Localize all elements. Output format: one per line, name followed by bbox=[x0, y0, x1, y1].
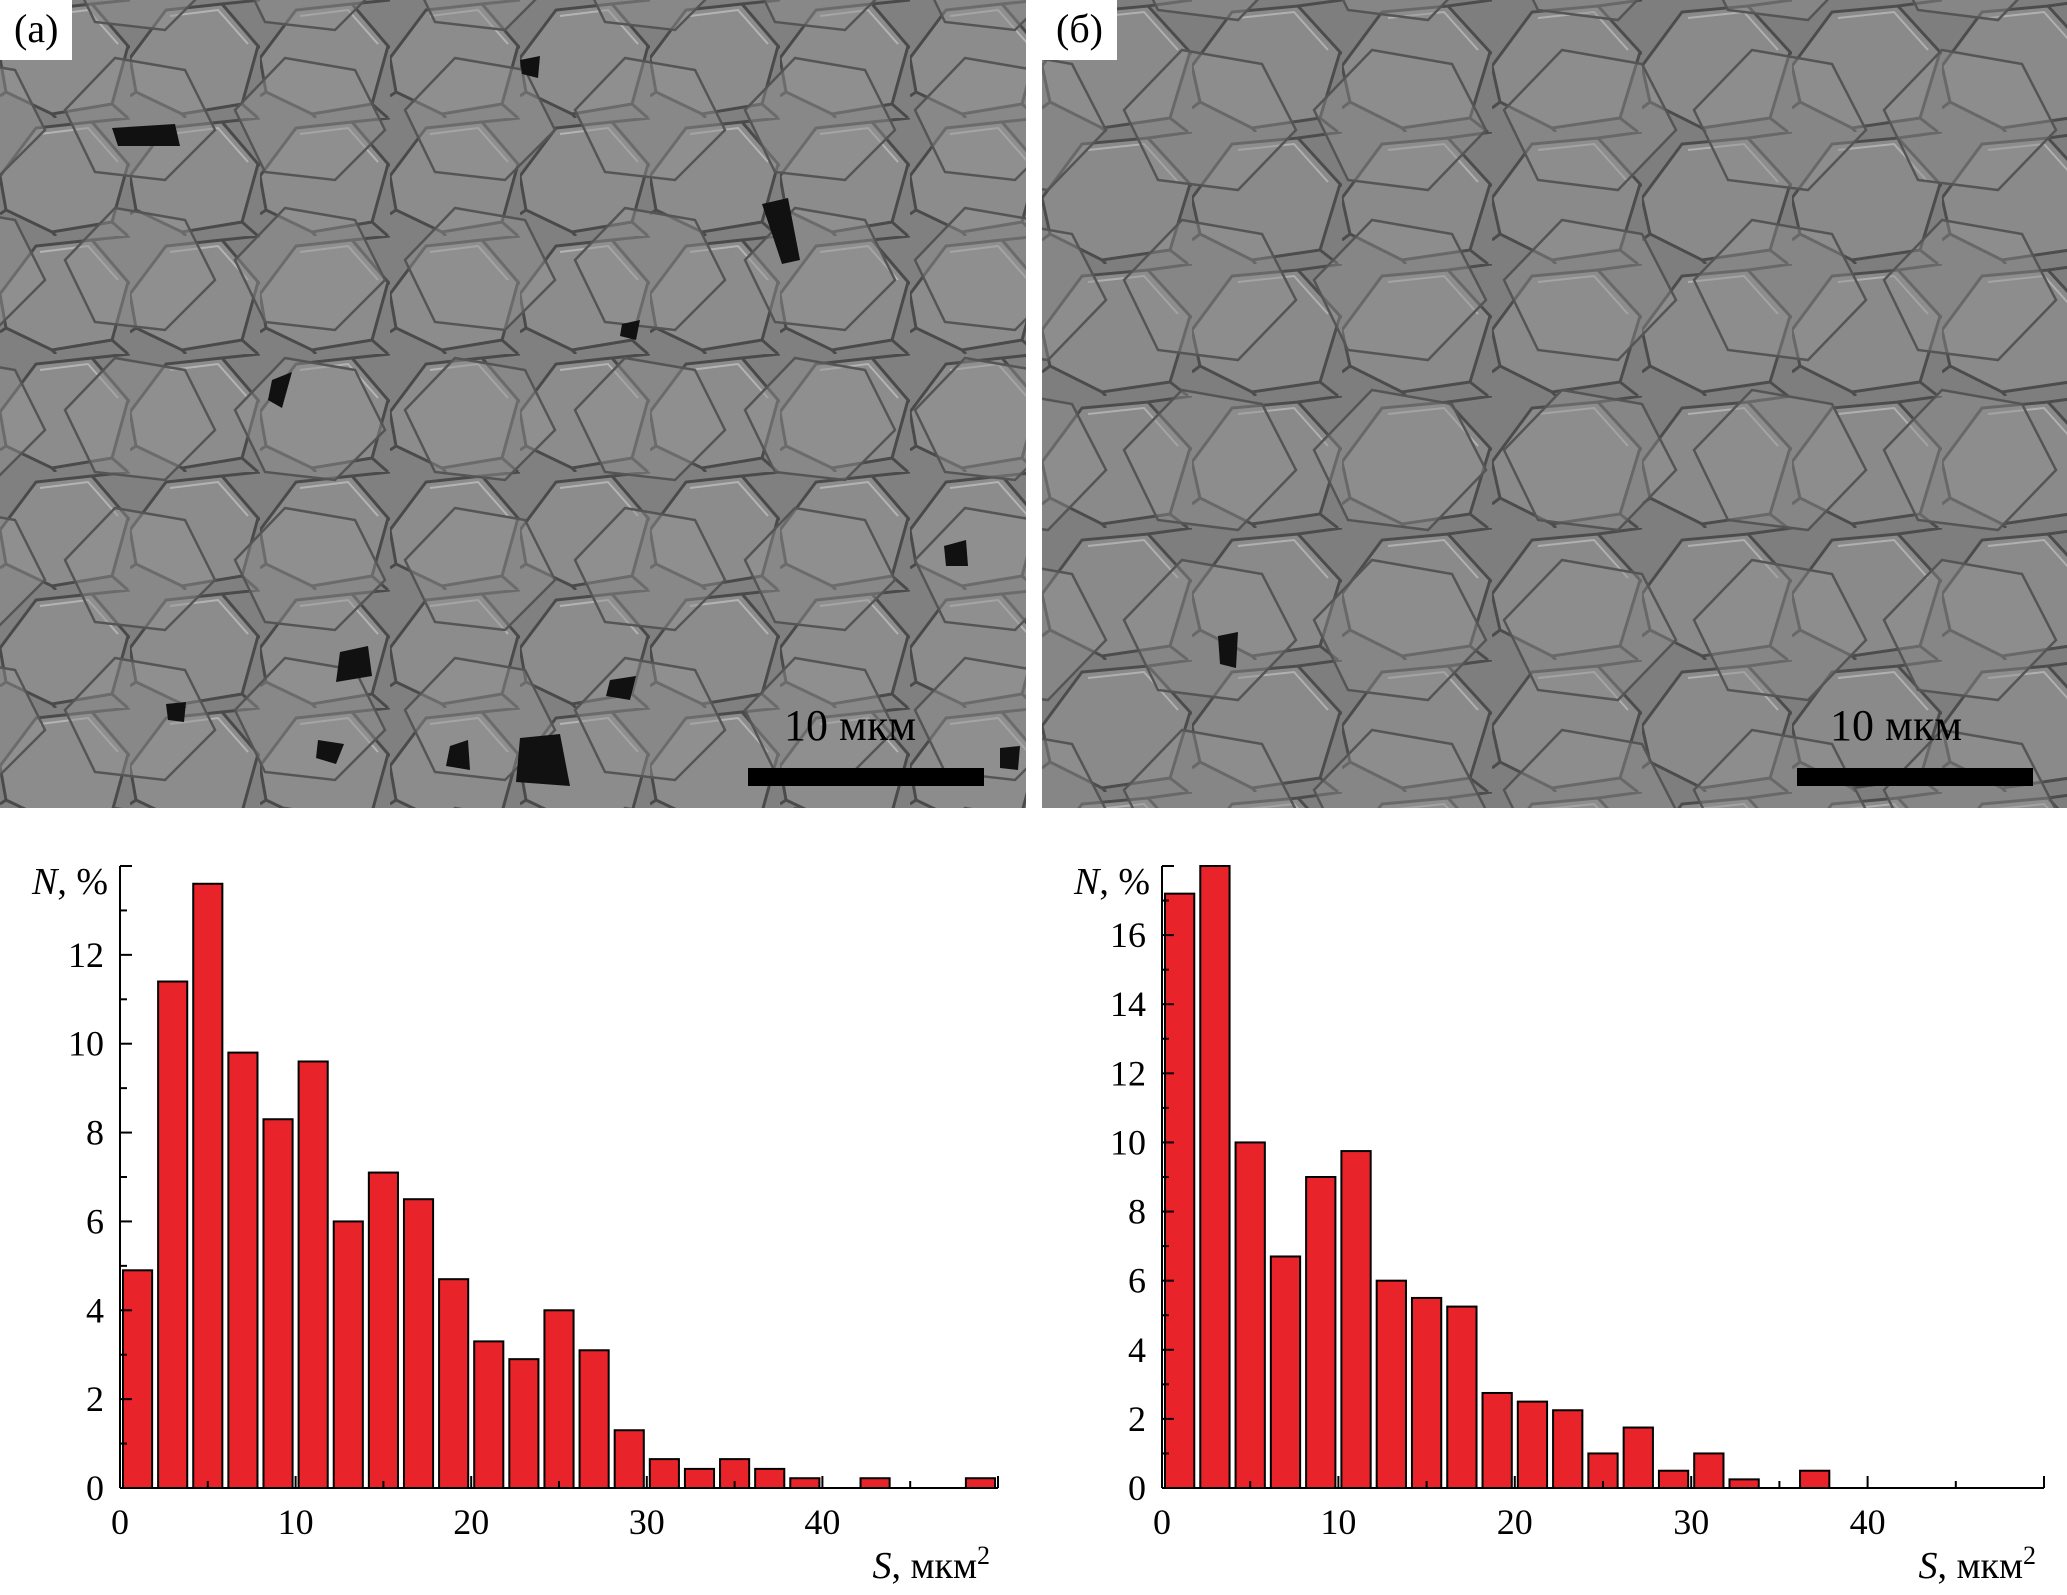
bar-a-18 bbox=[754, 1467, 786, 1489]
bar-b-3 bbox=[1269, 1255, 1302, 1489]
bar-a-1 bbox=[157, 980, 189, 1489]
x-tick-label-a-10: 10 bbox=[278, 1502, 314, 1542]
bar-a-5 bbox=[297, 1060, 329, 1489]
bar-a-21 bbox=[859, 1477, 891, 1489]
y-tick-label-a-2: 2 bbox=[86, 1379, 104, 1419]
bar-a-2 bbox=[192, 882, 224, 1490]
grain-structure-image-a bbox=[0, 0, 1026, 808]
bar-b-2 bbox=[1234, 1141, 1266, 1489]
bar-a-16 bbox=[683, 1467, 716, 1489]
x-tick-label-b-40: 40 bbox=[1850, 1502, 1886, 1542]
x-tick-label-a-0: 0 bbox=[111, 1502, 129, 1542]
grain-structure-image-b bbox=[1042, 0, 2067, 808]
bar-a-8 bbox=[402, 1198, 435, 1489]
bar-a-3 bbox=[227, 1051, 259, 1489]
bar-a-9 bbox=[438, 1278, 470, 1489]
bar-a-7 bbox=[367, 1171, 399, 1489]
bar-b-9 bbox=[1481, 1391, 1513, 1490]
bar-a-19 bbox=[789, 1477, 821, 1489]
x-tick-label-a-40: 40 bbox=[804, 1502, 840, 1542]
y-tick-label-a-6: 6 bbox=[86, 1201, 104, 1241]
x-tick-label-b-20: 20 bbox=[1497, 1502, 1533, 1542]
bar-a-0 bbox=[122, 1269, 154, 1489]
bar-b-15 bbox=[1693, 1452, 1725, 1490]
x-tick-label-b-0: 0 bbox=[1153, 1502, 1171, 1542]
bar-b-5 bbox=[1340, 1150, 1372, 1489]
bar-b-1 bbox=[1199, 865, 1231, 1489]
x-axis-label-b: S, мкм2 bbox=[1918, 1541, 2036, 1587]
scale-bar-label-a: 10 мкм bbox=[784, 701, 917, 750]
micrograph-b bbox=[1042, 0, 2067, 808]
y-tick-label-a-0: 0 bbox=[86, 1468, 104, 1508]
pores-a bbox=[112, 56, 1020, 786]
bar-a-6 bbox=[332, 1220, 364, 1489]
y-tick-label-a-8: 8 bbox=[86, 1113, 104, 1153]
bar-a-24 bbox=[964, 1477, 997, 1489]
y-tick-label-b-12: 12 bbox=[1110, 1053, 1146, 1093]
bar-a-11 bbox=[508, 1358, 540, 1490]
panel-label-b: (б) bbox=[1042, 0, 1117, 60]
histogram-a-svg: 0 10 20 30 40 0 2 4 6 8 10 12 N, % S, мкм2 bbox=[31, 861, 999, 1587]
scale-bar-label-b: 10 мкм bbox=[1830, 701, 1963, 750]
bar-b-11 bbox=[1552, 1409, 1584, 1489]
bar-b-8 bbox=[1446, 1305, 1478, 1490]
bar-b-6 bbox=[1375, 1279, 1407, 1489]
bar-b-0 bbox=[1164, 892, 1196, 1489]
micrograph-a bbox=[0, 0, 1026, 808]
y-tick-label-b-0: 0 bbox=[1128, 1468, 1146, 1508]
bar-b-4 bbox=[1305, 1176, 1337, 1489]
bar-a-10 bbox=[473, 1340, 505, 1489]
scale-bar-a bbox=[748, 768, 984, 786]
bar-a-13 bbox=[578, 1349, 610, 1489]
bar-b-10 bbox=[1516, 1400, 1549, 1489]
y-tick-label-a-10: 10 bbox=[68, 1024, 104, 1064]
y-tick-label-b-8: 8 bbox=[1128, 1192, 1146, 1232]
bar-a-14 bbox=[613, 1429, 645, 1489]
bar-b-16 bbox=[1728, 1478, 1760, 1489]
scale-bar-b bbox=[1797, 768, 2033, 786]
bar-a-12 bbox=[543, 1309, 575, 1489]
x-tick-label-a-30: 30 bbox=[629, 1502, 665, 1542]
x-tick-label-b-10: 10 bbox=[1320, 1502, 1356, 1542]
panel-label-a: (а) bbox=[0, 0, 73, 60]
y-tick-label-b-10: 10 bbox=[1110, 1122, 1146, 1162]
histogram-b: 0 10 20 30 40 0 2 4 6 8 10 12 14 16 N, % S, мкм2 bbox=[1040, 830, 2067, 1595]
y-tick-label-a-12: 12 bbox=[68, 935, 104, 975]
x-tick-label-a-20: 20 bbox=[453, 1502, 489, 1542]
x-tick-label-b-30: 30 bbox=[1673, 1502, 1709, 1542]
y-tick-label-b-14: 14 bbox=[1110, 984, 1146, 1024]
y-tick-label-b-16: 16 bbox=[1110, 915, 1146, 955]
x-axis-label-a: S, мкм2 bbox=[872, 1541, 990, 1587]
y-tick-label-b-2: 2 bbox=[1128, 1399, 1146, 1439]
histogram-a: 0 10 20 30 40 0 2 4 6 8 10 12 N, % S, мкм2 bbox=[0, 830, 1033, 1595]
y-axis-label-a: N, % bbox=[31, 861, 108, 903]
y-tick-label-b-6: 6 bbox=[1128, 1261, 1146, 1301]
bar-b-13 bbox=[1622, 1426, 1654, 1489]
y-tick-label-b-4: 4 bbox=[1128, 1330, 1146, 1370]
pores-b bbox=[1218, 632, 1238, 668]
bar-b-14 bbox=[1657, 1469, 1690, 1490]
y-tick-label-a-4: 4 bbox=[86, 1290, 104, 1330]
bar-b-7 bbox=[1410, 1296, 1443, 1490]
bar-a-4 bbox=[262, 1118, 294, 1489]
histogram-b-svg: 0 10 20 30 40 0 2 4 6 8 10 12 14 16 N, % S, мкм2 bbox=[1073, 861, 2045, 1587]
bar-b-18 bbox=[1799, 1469, 1831, 1490]
y-axis-label-b: N, % bbox=[1073, 861, 1150, 903]
bar-a-15 bbox=[648, 1458, 680, 1489]
